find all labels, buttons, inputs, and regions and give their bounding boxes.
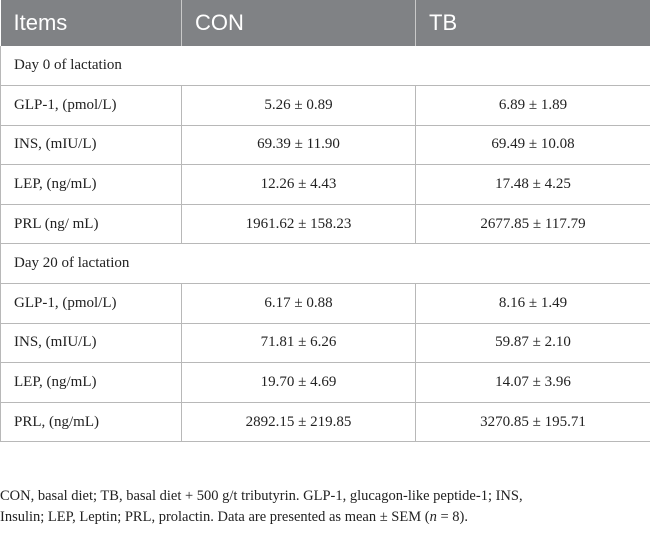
- tb-value: 14.07 ± 3.96: [415, 362, 650, 403]
- con-value: 12.26 ± 4.43: [181, 164, 416, 205]
- tb-value: 69.49 ± 10.08: [415, 124, 650, 166]
- footnote-line-1: CON, basal diet; TB, basal diet + 500 g/…: [0, 488, 523, 504]
- tb-value: 2677.85 ± 117.79: [415, 203, 650, 245]
- footnote-text-end: = 8).: [436, 509, 468, 525]
- table-row: INS, (mIU/L) 71.81 ± 6.26 59.87 ± 2.10: [0, 322, 650, 364]
- tb-value: 6.89 ± 1.89: [415, 85, 650, 126]
- con-value: 6.17 ± 0.88: [181, 283, 416, 324]
- section-row: Day 0 of lactation: [0, 46, 650, 87]
- con-value: 2892.15 ± 219.85: [181, 401, 416, 443]
- row-label: LEP, (ng/mL): [0, 362, 182, 403]
- header-row: Items CON TB: [0, 0, 650, 46]
- row-label: GLP-1, (pmol/L): [0, 283, 182, 324]
- con-value: 71.81 ± 6.26: [181, 322, 416, 364]
- table-row: LEP, (ng/mL) 12.26 ± 4.43 17.48 ± 4.25: [0, 164, 650, 205]
- row-label: PRL, (ng/mL): [0, 401, 182, 443]
- row-label: PRL (ng/ mL): [0, 203, 182, 245]
- section-row: Day 20 of lactation: [0, 243, 650, 285]
- row-label: GLP-1, (pmol/L): [0, 85, 182, 126]
- con-value: 1961.62 ± 158.23: [181, 203, 416, 245]
- section-title: Day 0 of lactation: [0, 46, 650, 87]
- table-row: GLP-1, (pmol/L) 6.17 ± 0.88 8.16 ± 1.49: [0, 283, 650, 324]
- column-header-tb: TB: [415, 0, 650, 46]
- footnote-text: Insulin; LEP, Leptin; PRL, prolactin. Da…: [0, 509, 430, 525]
- tb-value: 8.16 ± 1.49: [415, 283, 650, 324]
- data-table: Items CON TB Day 0 of lactation GLP-1, (…: [0, 0, 650, 443]
- row-label: INS, (mIU/L): [0, 124, 182, 166]
- column-header-items: Items: [0, 0, 182, 46]
- row-label: LEP, (ng/mL): [0, 164, 182, 205]
- column-header-con: CON: [181, 0, 416, 46]
- tb-value: 17.48 ± 4.25: [415, 164, 650, 205]
- footnote-line-2: Insulin; LEP, Leptin; PRL, prolactin. Da…: [0, 509, 468, 525]
- table-row: INS, (mIU/L) 69.39 ± 11.90 69.49 ± 10.08: [0, 124, 650, 166]
- tb-value: 59.87 ± 2.10: [415, 322, 650, 364]
- table-row: PRL (ng/ mL) 1961.62 ± 158.23 2677.85 ± …: [0, 203, 650, 245]
- section-title: Day 20 of lactation: [0, 243, 650, 285]
- tb-value: 3270.85 ± 195.71: [415, 401, 650, 443]
- table-row: PRL, (ng/mL) 2892.15 ± 219.85 3270.85 ± …: [0, 401, 650, 443]
- con-value: 69.39 ± 11.90: [181, 124, 416, 166]
- table-row: GLP-1, (pmol/L) 5.26 ± 0.89 6.89 ± 1.89: [0, 85, 650, 126]
- row-label: INS, (mIU/L): [0, 322, 182, 364]
- con-value: 19.70 ± 4.69: [181, 362, 416, 403]
- con-value: 5.26 ± 0.89: [181, 85, 416, 126]
- table-row: LEP, (ng/mL) 19.70 ± 4.69 14.07 ± 3.96: [0, 362, 650, 403]
- table-footnote: CON, basal diet; TB, basal diet + 500 g/…: [0, 486, 640, 528]
- footnote-n-symbol: n: [429, 509, 437, 525]
